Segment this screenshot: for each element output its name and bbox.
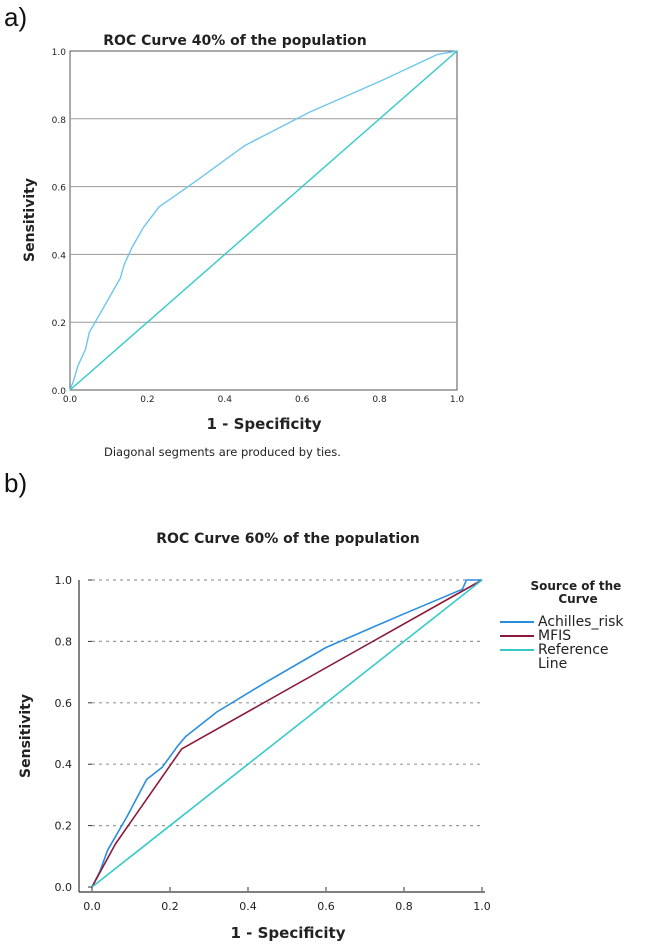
y-tick-label: 0.4	[55, 758, 73, 771]
y-tick-label: 0.8	[52, 116, 67, 126]
legend-title: Source of the Curve	[530, 579, 625, 606]
x-tick-label: 0.2	[161, 900, 179, 913]
series-line-achilles-risk	[91, 579, 482, 888]
y-tick-label: 0.0	[55, 881, 73, 894]
y-tick-label: 0.8	[55, 635, 73, 648]
y-tick-label: 0.2	[52, 319, 66, 329]
x-tick-label: 0.2	[140, 395, 154, 405]
x-tick-label: 1.0	[473, 900, 491, 913]
x-axis-label-b: 1 - Specificity	[231, 924, 346, 942]
footnote-a: Diagonal segments are produced by ties.	[104, 445, 341, 459]
panel-b-label: b)	[4, 468, 28, 498]
legend-b: Source of the Curve Achilles_riskMFISRef…	[500, 579, 625, 672]
y-tick-label: 0.4	[52, 251, 67, 261]
chart-title-a: ROC Curve 40% of the population	[103, 33, 366, 49]
x-axis-label-a: 1 - Specificity	[207, 415, 322, 433]
x-tick-label: 0.0	[63, 395, 78, 405]
x-tick-label: 0.4	[239, 900, 257, 913]
y-axis-label-b: Sensitivity	[18, 694, 34, 778]
y-tick-label: 0.2	[55, 820, 73, 833]
x-tick-label: 0.8	[372, 395, 387, 405]
chart-panel-a: 0.0 0.2 0.4 0.6 0.8 1.0 0.0 0.2 0.4 0.6 0.8 1.0 RO…	[22, 33, 464, 459]
series-line-mfis	[91, 579, 483, 888]
x-tick-label: 0.8	[395, 900, 413, 913]
legend-label: Reference Line	[538, 642, 609, 672]
chart-title-b: ROC Curve 60% of the population	[156, 531, 419, 547]
series-line-reference	[69, 50, 458, 391]
y-tick-label: 0.0	[52, 387, 67, 397]
y-tick-label: 1.0	[55, 574, 73, 587]
x-tick-label: 0.6	[295, 395, 310, 405]
legend-label: Achilles_risk	[538, 614, 624, 630]
x-tick-label: 0.6	[317, 900, 335, 913]
x-tick-label: 0.0	[83, 900, 101, 913]
y-axis-label-a: Sensitivity	[22, 178, 38, 262]
series-line-reference-line	[91, 579, 483, 888]
legend-label: MFIS	[538, 628, 571, 644]
y-tick-label: 1.0	[52, 48, 67, 58]
y-tick-label: 0.6	[55, 697, 73, 710]
series-line-roc	[69, 50, 458, 391]
y-tick-label: 0.6	[52, 184, 67, 194]
x-tick-label: 1.0	[450, 395, 465, 405]
chart-panel-b: 0.0 0.2 0.4 0.6 0.8 1.0 0.0 0.2 0.4 0.6 0.8 1.0 RO…	[18, 531, 625, 942]
panel-a-label: a)	[4, 2, 28, 32]
x-tick-label: 0.4	[218, 395, 233, 405]
